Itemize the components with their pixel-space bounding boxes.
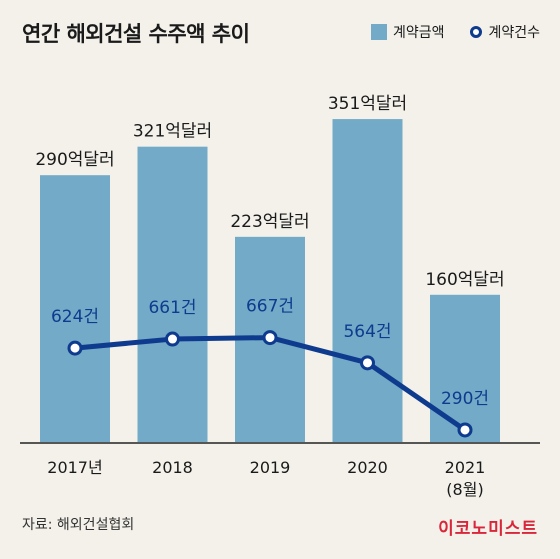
count-point-3	[360, 355, 375, 371]
bar-label-3: 351억달러	[328, 94, 407, 114]
bar-3	[332, 119, 403, 442]
count-point-2	[262, 330, 278, 346]
x-tick-label-0: 2017년	[47, 458, 102, 477]
x-tick-label-2: 2019	[250, 458, 291, 477]
count-label-3: 564건	[343, 322, 391, 342]
bar-label-2: 223억달러	[230, 212, 309, 232]
bar-label-1: 321억달러	[133, 122, 212, 142]
legend-line-label: 계약건수	[488, 25, 540, 41]
bar-1	[137, 146, 208, 442]
count-label-4: 290건	[441, 389, 489, 409]
bar-label-4: 160억달러	[425, 270, 504, 290]
legend-bar-swatch	[370, 24, 387, 40]
bar-4	[430, 294, 500, 442]
chart-title: 연간 해외건설 수주액 추이	[22, 22, 250, 46]
count-label-1: 661건	[148, 298, 196, 318]
source-note: 자료: 해외건설협회	[22, 517, 135, 533]
count-point-4	[457, 422, 473, 438]
count-label-0: 624건	[51, 307, 99, 327]
brand-logo: 이코노미스트	[438, 519, 538, 539]
count-point-1	[165, 331, 180, 347]
count-label-2: 667건	[246, 297, 294, 317]
x-tick-label-4-line2: (8월)	[446, 480, 483, 499]
legend: 계약금액 계약건수	[370, 22, 540, 42]
x-tick-label-1: 2018	[152, 458, 193, 477]
bar-label-0: 290억달러	[35, 150, 114, 170]
bar-0	[40, 175, 110, 442]
count-point-0	[67, 340, 83, 356]
legend-bar-label: 계약금액	[392, 25, 445, 41]
x-tick-label-3: 2020	[347, 458, 388, 477]
x-tick-label-4: 2021	[445, 458, 486, 477]
legend-line-swatch	[470, 26, 483, 38]
